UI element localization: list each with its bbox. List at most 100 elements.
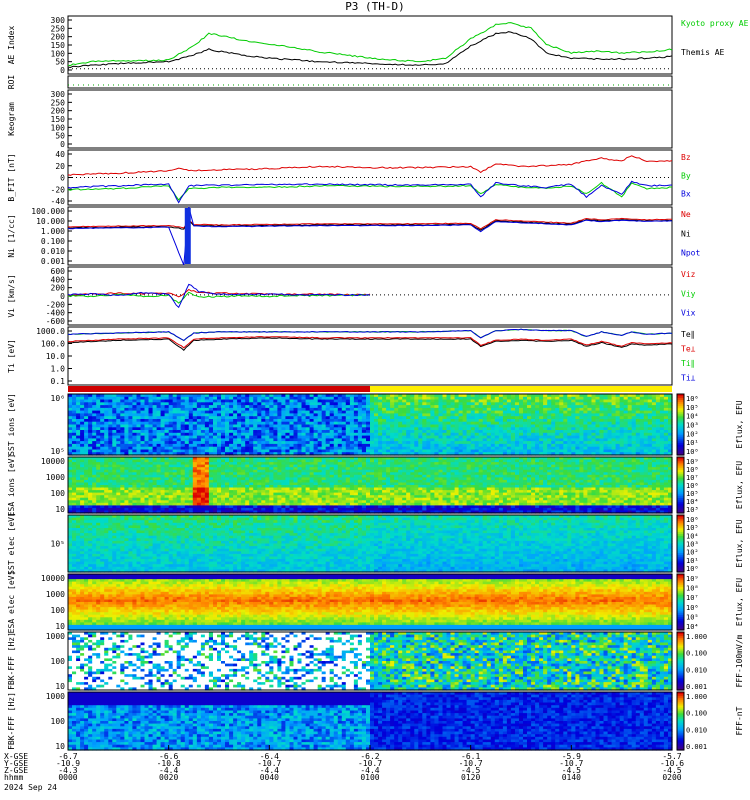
ylabel-velocity: Vi [km/s] <box>7 274 16 317</box>
cbar-tick-sst_elec: 10³ <box>686 541 699 549</box>
cbar-label-esa_elec: Eflux, EFU <box>735 578 744 626</box>
ylabel-esa_ion: ESA ions [eV] <box>7 454 16 517</box>
ytick-esa_elec: 10000 <box>41 574 65 583</box>
cbar-tick-sst_elec: 10⁰ <box>686 565 699 573</box>
ylabel-temperature: Ti [eV] <box>7 339 16 373</box>
heatmap-cells-sst_ion <box>68 394 673 456</box>
cbar-tick-sst_ion: 10⁵ <box>686 404 699 412</box>
xtick-label-5-3: 0140 <box>562 773 581 782</box>
ytick-density: 0.100 <box>41 237 65 246</box>
cbar-tick-sst_ion: 10⁴ <box>686 413 699 421</box>
ylabel-fbk_e: FBK-FFF [Hz] <box>7 632 16 690</box>
cbar-tick-esa_ion: 10⁵ <box>686 490 699 498</box>
legend-temperature-2: Ti∥ <box>681 359 695 368</box>
cbar-tick-sst_ion: 10¹ <box>686 439 699 447</box>
ytick-bfield: 20 <box>55 162 65 171</box>
legend-bfield-1: By <box>681 171 691 180</box>
cbar-label-fbk_b: FFF-nT <box>735 706 744 735</box>
ytick-fbk_b: 100 <box>51 717 66 726</box>
ytick-density: 100.000 <box>31 207 65 216</box>
legend-temperature-0: Te∥ <box>681 330 695 339</box>
ytick-temperature: 100.0 <box>41 340 65 349</box>
panel-frame-temperature <box>68 327 672 385</box>
cbar-tick-fbk_e: 0.001 <box>686 683 707 691</box>
cbar-tick-esa_elec: 10⁵ <box>686 613 699 621</box>
ytick-bfield: -40 <box>51 197 66 206</box>
panel-fbk_e: FBK-FFF [Hz] 1000100101.0000.1000.0100.00… <box>7 632 744 691</box>
panel-frame-ae <box>68 16 672 74</box>
panel-frame-keogram <box>68 90 672 148</box>
xtick-label-0-3: 0000 <box>58 773 77 782</box>
ylabel-keogram: Keogram <box>7 102 16 136</box>
ytick-bfield: 40 <box>55 150 65 159</box>
series-line-ae-0 <box>68 23 672 66</box>
legend-ae-0: Kyoto proxy AE <box>681 19 749 28</box>
ytick-esa_elec: 1000 <box>46 590 65 599</box>
cbar-tick-esa_ion: 10³ <box>686 506 699 514</box>
cbar-tick-sst_ion: 10³ <box>686 422 699 430</box>
cbar-tick-fbk_b: 1.000 <box>686 693 707 701</box>
legend-bfield-2: Bx <box>681 190 691 199</box>
ytick-esa_elec: 10 <box>55 622 65 631</box>
ytick-temperature: 1000.0 <box>36 327 65 336</box>
ytick-density: 1.000 <box>41 227 65 236</box>
ytick-esa_elec: 100 <box>51 606 66 615</box>
xtick-label-4-3: 0120 <box>461 773 480 782</box>
panel-sst_ion: SST ions [eV] 10⁶10⁵10⁶10⁵10⁴10³10²10¹10⁰… <box>7 393 744 456</box>
cbar-tick-esa_ion: 10⁴ <box>686 498 699 506</box>
ytick-ae: 0 <box>60 66 65 75</box>
legend-temperature-1: Te⊥ <box>681 345 696 354</box>
ytick-fbk_b: 1000 <box>46 692 65 701</box>
cbar-label-esa_ion: Eflux, EFU <box>735 461 744 509</box>
ytick-fbk_e: 100 <box>51 657 66 666</box>
ytick-velocity: -600 <box>46 317 65 326</box>
colorbar-sst_elec <box>677 515 684 573</box>
cbar-tick-esa_ion: 10⁷ <box>686 474 699 482</box>
cbar-tick-esa_ion: 10⁸ <box>686 466 699 474</box>
panel-esa_ion: ESA ions [eV] 1000010001001010⁹10⁸10⁷10⁶1… <box>7 454 744 517</box>
cbar-tick-fbk_b: 0.001 <box>686 743 707 751</box>
ytick-density: 0.010 <box>41 247 65 256</box>
xaxis-row-label-4: 2024 Sep 24 <box>4 783 57 792</box>
heatmap-cells-esa_elec <box>68 574 673 631</box>
cbar-tick-sst_elec: 10⁶ <box>686 516 699 524</box>
xtick-label-2-3: 0040 <box>260 773 279 782</box>
ytick-fbk_b: 10 <box>55 742 65 751</box>
series-line-density-1 <box>68 220 672 231</box>
ytick-bfield: -20 <box>51 185 66 194</box>
colorbar-sst_ion <box>677 394 684 456</box>
cbar-tick-sst_ion: 10² <box>686 430 699 438</box>
ytick-esa_ion: 10000 <box>41 457 65 466</box>
ytick-esa_ion: 1000 <box>46 473 65 482</box>
ytick-sst_elec: 10⁵ <box>51 540 65 549</box>
cbar-label-sst_ion: Eflux, EFU <box>735 400 744 448</box>
colorbar-esa_ion <box>677 457 684 514</box>
series-line-bfield-1 <box>68 182 672 200</box>
cbar-tick-sst_ion: 10⁰ <box>686 448 699 456</box>
panel-frame-bfield <box>68 150 672 205</box>
heatmap-cells-esa_ion <box>68 457 673 514</box>
cbar-tick-sst_elec: 10¹ <box>686 557 699 565</box>
panel-density: Ni [1/cc]100.00010.0001.0000.1000.0100.0… <box>7 207 700 266</box>
xtick-label-3-3: 0100 <box>360 773 379 782</box>
colorbar-fbk_b <box>677 692 684 751</box>
panel-roi: ROI <box>7 75 672 90</box>
cbar-tick-esa_ion: 10⁹ <box>686 458 699 466</box>
panel-sst_elec: SST elec [eV] 10⁵10⁶10⁵10⁴10³10²10¹10⁰Efl… <box>7 512 744 575</box>
legend-velocity-2: Vix <box>681 309 696 318</box>
series-line-velocity-0 <box>68 290 370 297</box>
legend-velocity-1: Viy <box>681 289 696 298</box>
cbar-tick-sst_elec: 10⁵ <box>686 524 699 532</box>
ylabel-density: Ni [1/cc] <box>7 214 16 257</box>
ytick-esa_ion: 100 <box>51 489 66 498</box>
series-line-bfield-2 <box>68 181 672 202</box>
xaxis-row-label-3: hhmm <box>4 773 23 782</box>
npot-spike <box>185 208 191 264</box>
ytick-temperature: 0.1 <box>51 377 66 386</box>
